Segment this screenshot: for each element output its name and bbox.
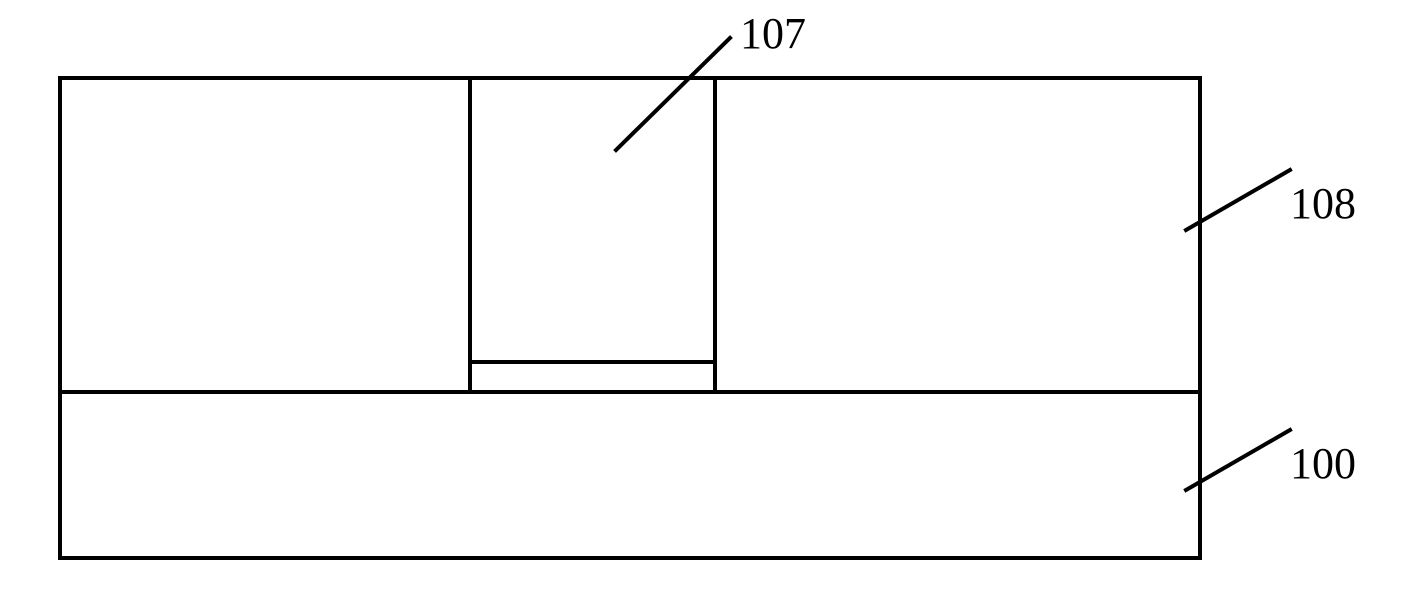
callout-line-107: [616, 38, 730, 150]
callouts: 107 108 100: [616, 9, 1356, 490]
callout-label-107: 107: [740, 9, 806, 58]
callout-label-108: 108: [1290, 179, 1356, 228]
callout-label-100: 100: [1290, 439, 1356, 488]
outer-boundary: [60, 78, 1200, 558]
cross-section-diagram: 107 108 100: [0, 0, 1412, 590]
